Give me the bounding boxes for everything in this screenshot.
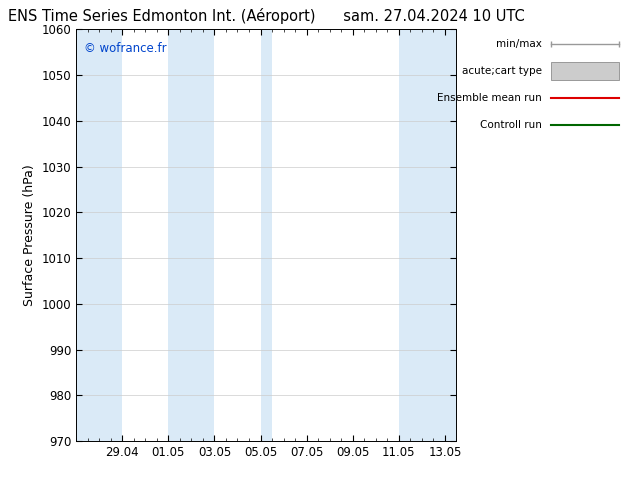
Text: acute;cart type: acute;cart type bbox=[462, 66, 542, 76]
Bar bbox=[168, 29, 214, 441]
Text: min/max: min/max bbox=[496, 39, 542, 49]
Y-axis label: Surface Pressure (hPa): Surface Pressure (hPa) bbox=[23, 164, 36, 306]
Title: ENS Time Series Edmonton Int. (Aéroport)      sam. 27.04.2024 10 UTC: ENS Time Series Edmonton Int. (Aéroport)… bbox=[8, 8, 525, 24]
Text: Ensemble mean run: Ensemble mean run bbox=[437, 93, 542, 103]
Bar bbox=[399, 29, 456, 441]
Bar bbox=[76, 29, 122, 441]
Text: Controll run: Controll run bbox=[480, 120, 542, 130]
Text: © wofrance.fr: © wofrance.fr bbox=[84, 42, 166, 55]
Bar bbox=[261, 29, 272, 441]
